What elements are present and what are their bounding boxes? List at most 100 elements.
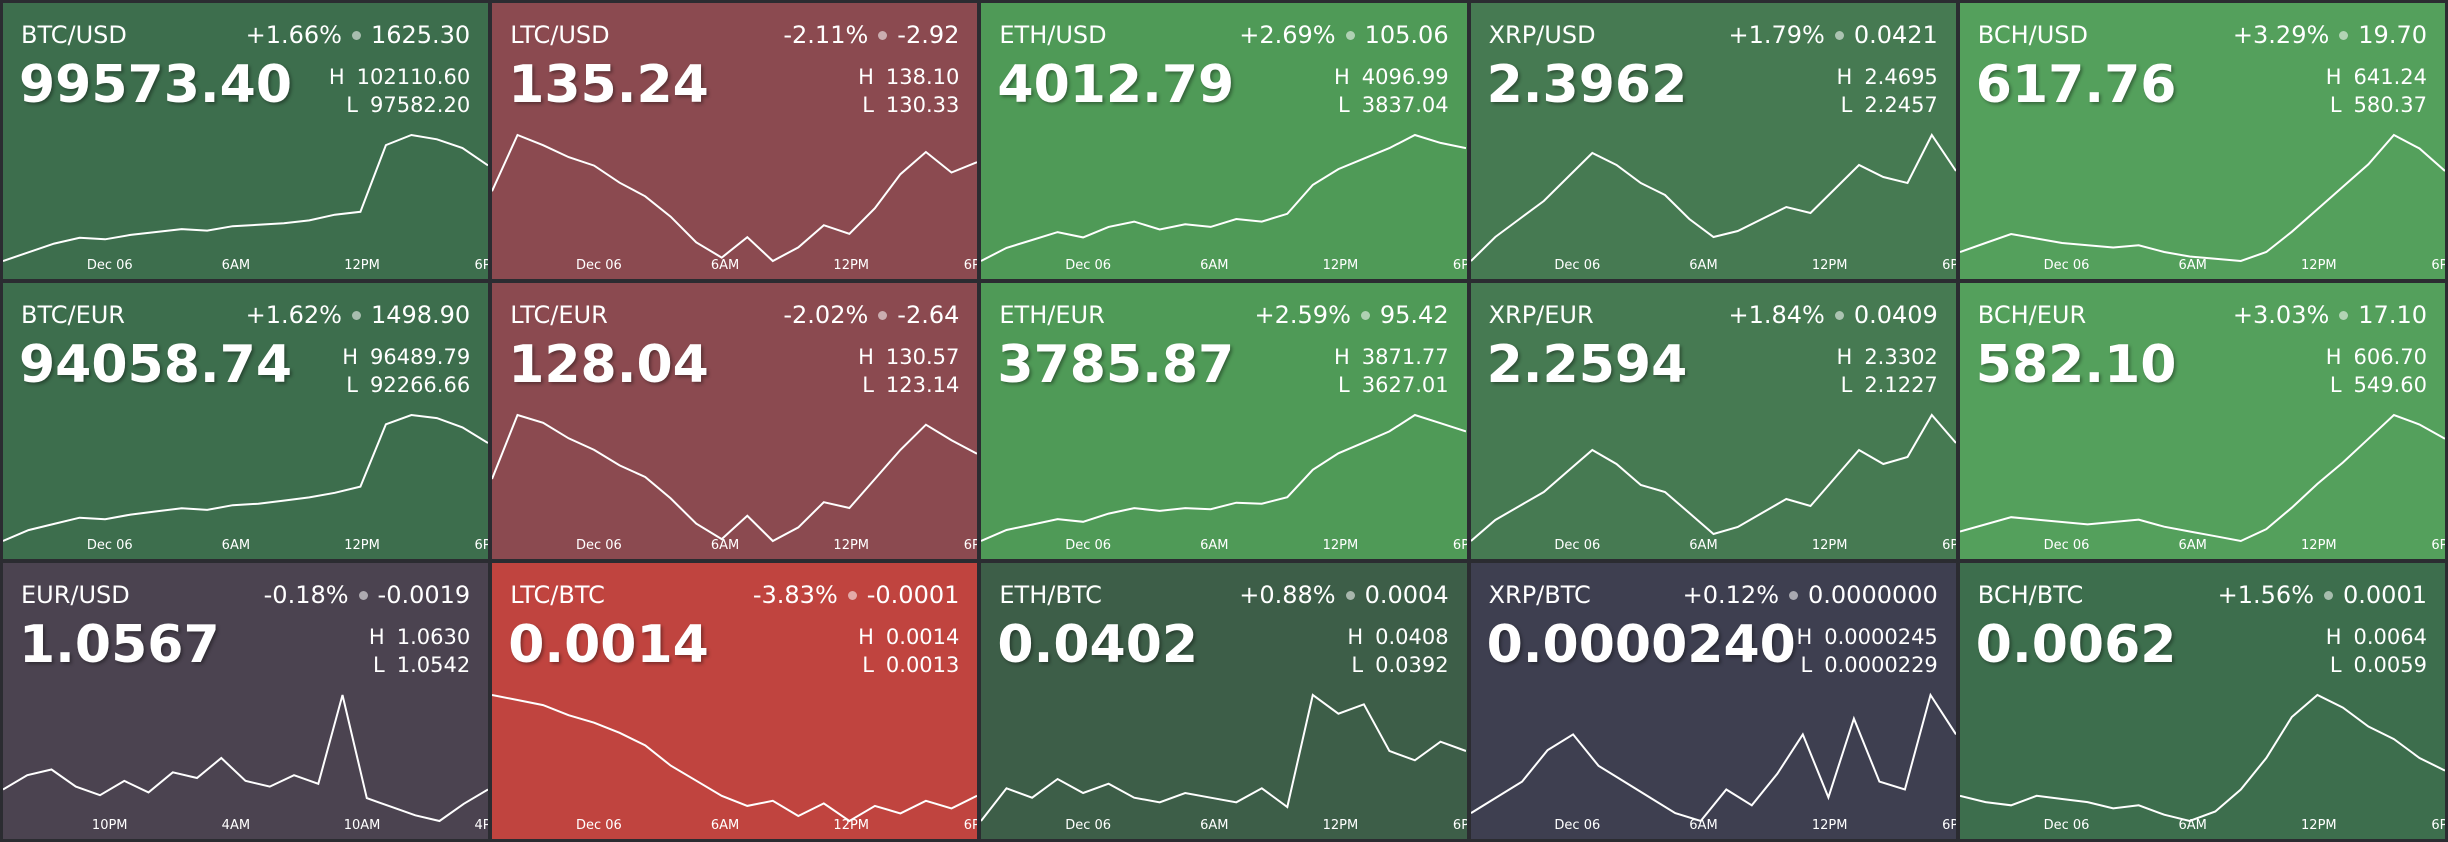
high-value: 1.0630 bbox=[396, 625, 471, 649]
time-label: 6AM bbox=[710, 818, 740, 833]
low-label: L bbox=[1800, 653, 1813, 677]
pair-label: XRP/EUR bbox=[1488, 301, 1594, 329]
high-label: H bbox=[1836, 65, 1853, 89]
low-row: L 0.0000229 bbox=[1801, 653, 1938, 677]
separator-dot bbox=[1834, 310, 1844, 320]
low-label: L bbox=[862, 93, 874, 117]
high-label: H bbox=[1333, 65, 1350, 89]
high-label: H bbox=[328, 65, 345, 89]
low-row: L 3627.01 bbox=[1338, 373, 1449, 397]
low-row: L 97582.20 bbox=[346, 93, 470, 117]
ticker-tile: BCH/EUR +3.03% 17.10 582.10 H 606.70 L 549.60 De… bbox=[1959, 283, 2445, 559]
sparkline-chart bbox=[492, 413, 978, 543]
sparkline-chart bbox=[1959, 133, 2445, 263]
sparkline bbox=[981, 413, 1467, 542]
price: 582.10 bbox=[1975, 335, 2177, 395]
time-label: 12PM bbox=[2301, 818, 2337, 833]
high-row: H 130.57 bbox=[858, 345, 959, 369]
time-label: 12PM bbox=[1811, 258, 1848, 273]
sparkline bbox=[492, 694, 978, 823]
change-group: -3.83% -0.0001 bbox=[753, 581, 960, 609]
separator-dot bbox=[351, 310, 361, 320]
sparkline-chart bbox=[981, 693, 1467, 822]
time-label: Dec 06 bbox=[2043, 538, 2090, 553]
low-label: L bbox=[346, 93, 358, 117]
price: 99573.40 bbox=[19, 55, 293, 115]
change-percent: -3.83% bbox=[752, 581, 838, 609]
ticker-tile: ETH/BTC +0.88% 0.0004 0.0402 H 0.0408 L 0.0392 D… bbox=[981, 563, 1467, 839]
low-value: 0.0392 bbox=[1375, 653, 1449, 677]
sparkline-chart bbox=[3, 413, 488, 542]
high-value: 102110.60 bbox=[356, 65, 471, 89]
time-label: Dec 06 bbox=[86, 258, 133, 273]
change-group: +2.69% 105.06 bbox=[1239, 21, 1448, 49]
change-percent: +1.56% bbox=[2217, 581, 2315, 609]
low-row: L 0.0013 bbox=[862, 653, 959, 677]
pair-label: BCH/USD bbox=[1977, 21, 2089, 49]
change-value: -0.0001 bbox=[866, 581, 960, 609]
change-value: 0.0421 bbox=[1853, 21, 1938, 49]
sparkline-chart bbox=[981, 133, 1467, 262]
ticker-tile: BTC/EUR +1.62% 1498.90 94058.74 H 96489.79 L 92… bbox=[3, 283, 489, 559]
change-value: 17.10 bbox=[2358, 301, 2427, 329]
sparkline-chart bbox=[1470, 133, 1956, 262]
change-percent: +1.66% bbox=[245, 21, 342, 49]
low-value: 3837.04 bbox=[1361, 93, 1449, 117]
high-value: 0.0064 bbox=[2353, 625, 2427, 649]
change-percent: -2.11% bbox=[783, 21, 869, 49]
separator-dot bbox=[351, 30, 361, 40]
time-label: 6AM bbox=[710, 538, 740, 553]
sparkline bbox=[1959, 413, 2445, 543]
time-label: 10AM bbox=[343, 818, 381, 833]
change-percent: +2.69% bbox=[1239, 21, 1336, 49]
high-value: 96489.79 bbox=[369, 345, 471, 369]
change-group: +1.56% 0.0001 bbox=[2218, 581, 2427, 609]
high-value: 3871.77 bbox=[1361, 345, 1449, 369]
high-row: H 96489.79 bbox=[342, 345, 470, 369]
ticker-tile: LTC/EUR -2.02% -2.64 128.04 H 130.57 L 123.14 De… bbox=[492, 283, 978, 559]
low-row: L 3837.04 bbox=[1338, 93, 1449, 117]
pair-label: BCH/EUR bbox=[1977, 301, 2087, 329]
sparkline-chart bbox=[492, 133, 978, 263]
low-label: L bbox=[373, 653, 385, 677]
pair-label: BTC/EUR bbox=[21, 301, 125, 329]
time-label: 6AM bbox=[1689, 258, 1718, 273]
low-label: L bbox=[346, 373, 358, 397]
low-label: L bbox=[1338, 373, 1350, 397]
price: 135.24 bbox=[508, 55, 709, 115]
time-label: 6PM bbox=[1452, 818, 1467, 833]
change-value: 1498.90 bbox=[370, 301, 471, 329]
ticker-tile: BCH/USD +3.29% 19.70 617.76 H 641.24 L 580.37 De… bbox=[1959, 3, 2445, 279]
low-value: 92266.66 bbox=[369, 373, 471, 397]
high-value: 138.10 bbox=[885, 65, 960, 89]
high-row: H 0.0000245 bbox=[1796, 625, 1937, 649]
separator-dot bbox=[358, 590, 368, 600]
change-value: 0.0001 bbox=[2343, 581, 2427, 609]
change-group: +1.66% 1625.30 bbox=[246, 21, 471, 49]
change-value: 0.0409 bbox=[1853, 301, 1938, 329]
high-row: H 0.0064 bbox=[2326, 625, 2427, 649]
low-label: L bbox=[1338, 93, 1350, 117]
high-value: 2.3302 bbox=[1864, 345, 1938, 369]
low-label: L bbox=[862, 653, 874, 677]
time-label: Dec 06 bbox=[1065, 258, 1112, 273]
low-label: L bbox=[1351, 653, 1364, 677]
low-value: 3627.01 bbox=[1361, 373, 1449, 397]
change-group: +0.88% 0.0004 bbox=[1239, 581, 1448, 609]
low-value: 1.0542 bbox=[396, 653, 471, 677]
separator-dot bbox=[2324, 590, 2334, 600]
change-percent: -2.02% bbox=[783, 301, 869, 329]
ticker-tile: XRP/BTC +0.12% 0.0000000 0.0000240 H 0.000024… bbox=[1470, 563, 1956, 839]
time-label: Dec 06 bbox=[1554, 258, 1601, 273]
high-label: H bbox=[858, 65, 874, 89]
change-percent: +2.59% bbox=[1254, 301, 1351, 329]
time-label: 12PM bbox=[833, 538, 870, 553]
price: 2.2594 bbox=[1486, 335, 1688, 395]
high-label: H bbox=[2325, 65, 2342, 89]
change-value: -2.92 bbox=[897, 21, 960, 49]
low-label: L bbox=[2329, 653, 2342, 677]
high-label: H bbox=[1796, 625, 1813, 649]
change-group: +2.59% 95.42 bbox=[1255, 301, 1449, 329]
low-row: L 0.0392 bbox=[1351, 653, 1448, 677]
low-row: L 2.1227 bbox=[1841, 373, 1938, 397]
